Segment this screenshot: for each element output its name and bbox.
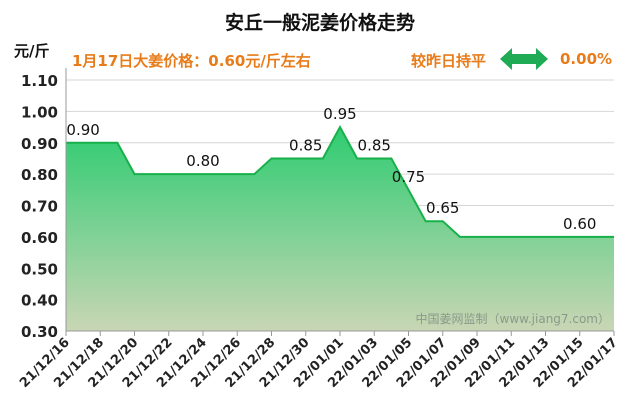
- data-label: 0.95: [323, 105, 356, 123]
- y-unit-label: 元/斤: [14, 42, 50, 60]
- y-tick-label: 0.90: [21, 135, 58, 153]
- series-line: [66, 124, 614, 238]
- chart-title: 安丘一般泥姜价格走势: [224, 12, 415, 34]
- y-tick-label: 0.50: [21, 260, 58, 278]
- data-label: 0.85: [358, 136, 391, 154]
- y-tick-label: 1.00: [21, 103, 58, 121]
- y-tick-label: 0.30: [21, 323, 58, 341]
- y-tick-label: 0.40: [21, 292, 58, 310]
- y-tick-label: 0.60: [21, 229, 58, 247]
- trend-text: 较昨日持平: [411, 52, 487, 70]
- data-label: 0.65: [426, 199, 459, 217]
- y-tick-label: 0.80: [21, 166, 58, 184]
- y-tick-label: 1.10: [21, 72, 58, 90]
- watermark: 中国姜网监制（www.jiang7.com）: [416, 311, 610, 326]
- data-label: 0.75: [392, 168, 425, 186]
- double-arrow-icon: [500, 48, 548, 70]
- area-fill: [66, 127, 614, 331]
- data-label: 0.90: [66, 121, 99, 139]
- change-percent: 0.00%: [560, 50, 613, 68]
- data-label: 0.80: [186, 152, 219, 170]
- price-info: 1月17日大姜价格：0.60元/斤左右: [72, 52, 311, 70]
- area-layer: [66, 124, 614, 331]
- data-label: 0.60: [563, 215, 596, 233]
- label-layer: 0.900.800.850.950.850.750.650.60: [66, 105, 596, 233]
- data-label: 0.85: [289, 136, 322, 154]
- y-tick-label: 0.70: [21, 198, 58, 216]
